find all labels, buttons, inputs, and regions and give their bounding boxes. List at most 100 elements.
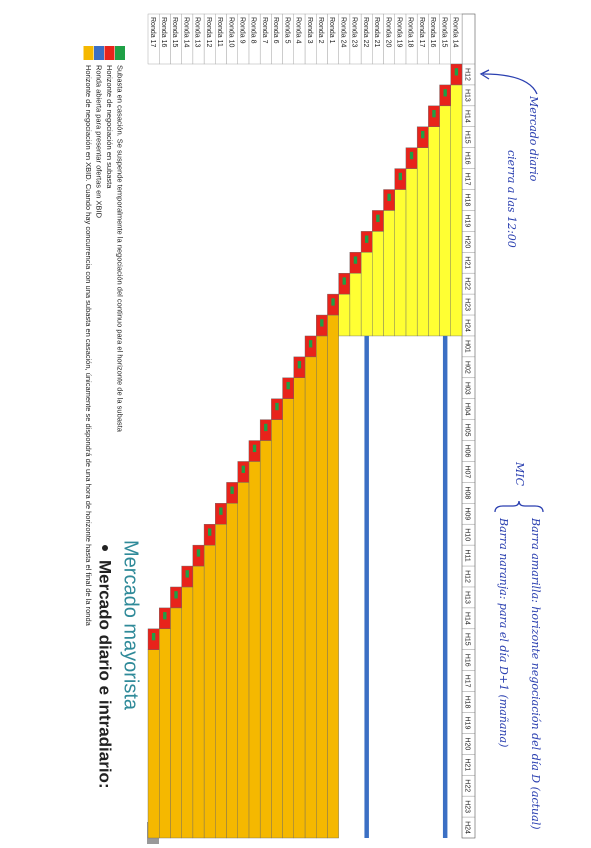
hour-label: H07: [464, 465, 471, 478]
round-label: Ronda 23: [351, 17, 358, 47]
hour-label: H11: [464, 549, 471, 561]
casacion-cell: [308, 340, 313, 348]
xbid-bar: [237, 482, 250, 839]
legend-label: Ronda abierta para presentar ofertas en …: [95, 65, 104, 219]
legend-swatch: [104, 46, 115, 60]
round-label: Ronda 18: [407, 17, 414, 47]
round-label: Ronda 12: [205, 17, 212, 47]
hour-label: H14: [464, 110, 471, 123]
casacion-cell: [331, 298, 335, 306]
casacion-cell: [387, 193, 391, 202]
hour-label: H16: [464, 152, 471, 165]
xbid-bar: [170, 607, 182, 839]
round-label: Ronda 13: [194, 17, 201, 47]
hour-label: H01: [464, 340, 471, 353]
round-label: Ronda 14: [452, 17, 459, 47]
hour-label: H24: [464, 319, 471, 332]
casacion-cell: [421, 130, 425, 139]
casacion-cell: [409, 151, 414, 160]
round-label: Ronda 11: [216, 17, 223, 47]
xbid-bar: [304, 356, 317, 839]
casacion-cell: [275, 402, 279, 411]
hour-label: H22: [464, 277, 471, 290]
casacion-cell: [241, 465, 246, 473]
hour-label: H12: [464, 68, 471, 81]
hour-label: H21: [464, 758, 471, 771]
hour-label: H15: [464, 131, 471, 144]
xbid-bar: [271, 419, 283, 839]
hour-label: H24: [464, 821, 471, 834]
round-label: Ronda 1: [328, 17, 335, 44]
xbid-bar: [416, 147, 429, 337]
annotation: Mercado diario: [527, 95, 540, 182]
table-header: [461, 13, 476, 839]
xbid-bar: [428, 126, 440, 337]
legend-label: Subasta en casación. Se suspende tempora…: [116, 65, 125, 433]
casacion-cell: [364, 235, 369, 243]
round-label: Ronda 17: [418, 17, 425, 47]
xbid-open: [364, 335, 369, 838]
xbid-bar: [405, 168, 418, 337]
casacion-cell: [454, 68, 459, 76]
casacion-cell: [297, 361, 302, 369]
xbid-bar: [450, 84, 463, 337]
hour-label: H14: [464, 612, 471, 625]
brace: [494, 500, 544, 513]
xbid-bar: [192, 565, 205, 839]
round-label: Ronda 10: [227, 17, 234, 47]
casacion-cell: [174, 591, 178, 599]
xbid-open: [442, 335, 448, 838]
hour-label: H19: [464, 214, 471, 227]
casacion-cell: [264, 423, 268, 432]
casacion-cell: [219, 507, 223, 515]
hour-label: H19: [464, 717, 471, 730]
round-label: Ronda 3: [306, 17, 313, 44]
hour-label: H21: [464, 256, 471, 269]
round-label: Ronda 24: [339, 17, 346, 47]
legend-swatch: [115, 46, 125, 60]
round-label: Ronda 7: [261, 17, 268, 44]
arrow-head: [479, 69, 490, 80]
hour-label: H18: [464, 696, 471, 709]
xbid-bar: [147, 649, 160, 839]
hour-label: H15: [464, 633, 471, 646]
legend-swatch: [83, 46, 94, 60]
casacion-cell: [185, 570, 189, 578]
hour-label: H16: [464, 654, 471, 667]
legend-label: Horizonte de negociación en XBID. Cuando…: [84, 65, 93, 627]
legend-label: Horizonte de negociación en subasta: [105, 65, 114, 189]
casacion-cell: [207, 528, 212, 536]
xbid-bar: [327, 314, 339, 839]
arrow: [482, 73, 538, 95]
xbid-bar: [360, 252, 373, 337]
casacion-cell: [286, 381, 290, 390]
round-label: Ronda 21: [373, 17, 380, 47]
hour-label: H06: [464, 445, 471, 458]
round-label: Ronda 14: [182, 17, 189, 47]
xbid-bar: [394, 189, 407, 337]
xbid-bar: [293, 377, 306, 839]
round-label: Ronda 20: [384, 17, 391, 47]
casacion-cell: [230, 486, 234, 494]
round-label: Ronda 5: [283, 17, 290, 44]
casacion-cell: [376, 214, 380, 222]
hour-label: H13: [464, 89, 471, 102]
hour-label: H23: [464, 298, 471, 311]
xbid-bar: [439, 105, 451, 337]
casacion-cell: [163, 612, 167, 620]
casacion-cell: [196, 549, 201, 557]
hour-label: H20: [464, 737, 471, 750]
casacion-cell: [353, 256, 358, 264]
hour-label: H12: [464, 570, 471, 583]
hour-label: H09: [464, 507, 471, 520]
round-label: Ronda 9: [238, 17, 245, 44]
slide-title: Mercado mayorista: [120, 540, 142, 711]
round-label: Ronda 8: [250, 17, 257, 44]
hour-label: H20: [464, 235, 471, 248]
round-label: Ronda 22: [362, 17, 369, 47]
legend-swatch: [94, 46, 104, 60]
xbid-bar: [181, 586, 194, 839]
